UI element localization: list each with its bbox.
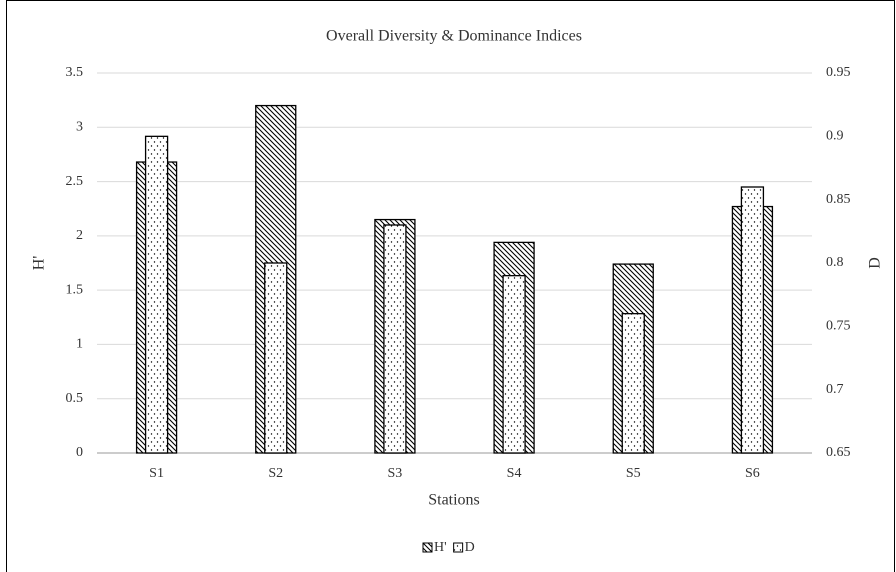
bar [740,186,765,454]
bar [502,275,526,454]
y2-tick-label: 0.9 [826,129,844,144]
y2-tick-label: 0.95 [826,65,851,80]
y2-tick-label: 0.75 [826,319,851,334]
bar [264,262,288,454]
legend-label: H' [434,540,447,555]
x-tick-label: S6 [745,466,760,481]
x-tick-label: S5 [626,466,641,481]
y-tick-label: 1.5 [66,282,84,297]
chart-title: Overall Diversity & Dominance Indices [326,28,582,45]
x-tick-label: S3 [388,466,403,481]
y-tick-label: 2.5 [66,174,84,189]
y2-tick-label: 0.85 [826,192,851,207]
y-tick-label: 1 [76,337,83,352]
y2-tick-label: 0.65 [826,445,851,460]
y-tick-label: 3.5 [66,65,84,80]
y-tick-label: 0.5 [66,391,84,406]
y2-tick-label: 0.7 [826,382,844,397]
legend-label: D [465,540,475,555]
y-tick-label: 0 [76,445,83,460]
y-axis-title: H' [31,256,48,271]
bar [144,135,169,454]
legend-swatch [422,542,433,553]
y2-tick-label: 0.8 [826,255,844,270]
y2-axis-title: D [867,257,884,269]
x-tick-label: S2 [268,466,283,481]
y-tick-label: 2 [76,228,83,243]
x-axis-title: Stations [428,492,480,509]
bar [621,313,645,454]
legend-swatch [453,542,464,553]
y-tick-label: 3 [76,120,83,135]
x-tick-label: S4 [507,466,522,481]
x-tick-label: S1 [149,466,164,481]
bar [383,224,407,454]
